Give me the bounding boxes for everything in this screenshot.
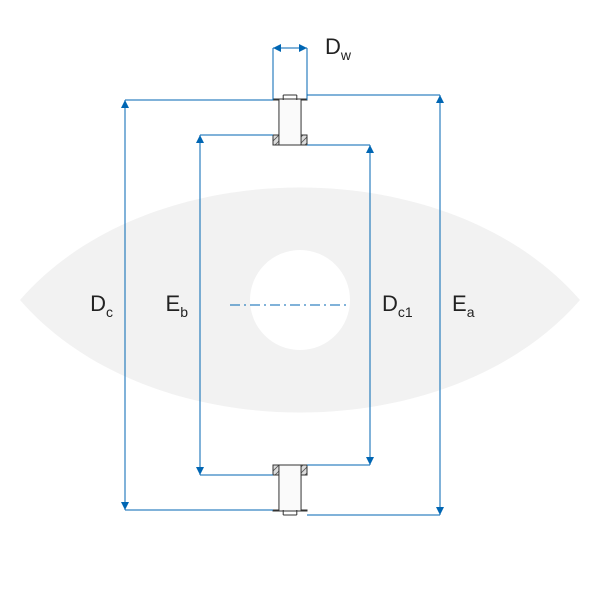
label-Dw: Dw [325, 34, 352, 63]
bearing-cross-section-diagram: DwDcEbDc1Ea [0, 0, 600, 600]
